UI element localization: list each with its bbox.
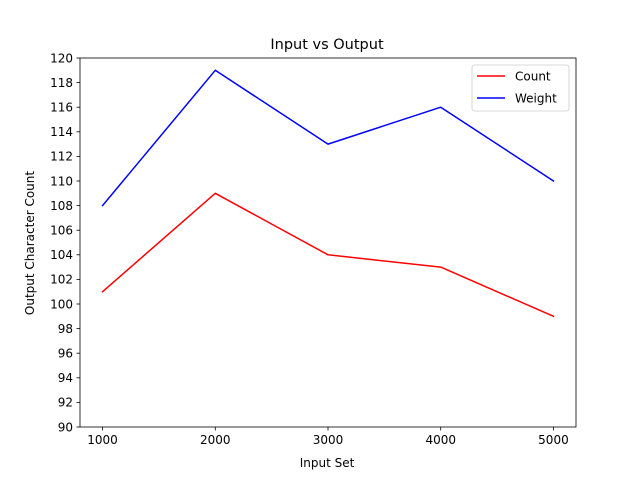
- legend: Count Weight: [471, 64, 570, 112]
- legend-label-count: Count: [515, 69, 551, 83]
- x-tick-label: 3000: [313, 433, 344, 447]
- y-tick-label: 102: [50, 273, 73, 287]
- y-tick-label: 98: [58, 322, 73, 336]
- y-tick-label: 112: [50, 150, 73, 164]
- y-tick-label: 100: [50, 297, 73, 311]
- x-tick-label: 2000: [200, 433, 231, 447]
- y-tick-label: 120: [50, 51, 73, 65]
- x-tick-label: 4000: [425, 433, 456, 447]
- y-tick-label: 114: [50, 125, 73, 139]
- chart-title: Input vs Output: [270, 37, 384, 53]
- x-tick-label: 5000: [538, 433, 569, 447]
- series-line-count: [101, 192, 555, 318]
- y-tick-label: 94: [58, 371, 73, 385]
- x-axis-label: Input Set: [300, 456, 355, 470]
- plot-area: 1000 2000 3000 4000 5000 90 92 94 96 98 100 102 104 1…: [50, 51, 577, 447]
- y-tick-label: 106: [50, 224, 73, 238]
- x-tick-label: 1000: [87, 433, 118, 447]
- y-tick-label: 118: [50, 76, 73, 90]
- y-tick-label: 96: [58, 347, 73, 361]
- legend-label-weight: Weight: [515, 91, 557, 105]
- y-tick-label: 108: [50, 199, 73, 213]
- y-tick-label: 110: [50, 174, 73, 188]
- y-tick-label: 104: [50, 248, 73, 262]
- y-tick-label: 116: [50, 101, 73, 115]
- y-axis-label: Output Character Count: [23, 171, 37, 315]
- y-tick-label: 92: [58, 396, 73, 410]
- y-tick-label: 90: [58, 420, 73, 434]
- series-line-weight: [101, 69, 555, 207]
